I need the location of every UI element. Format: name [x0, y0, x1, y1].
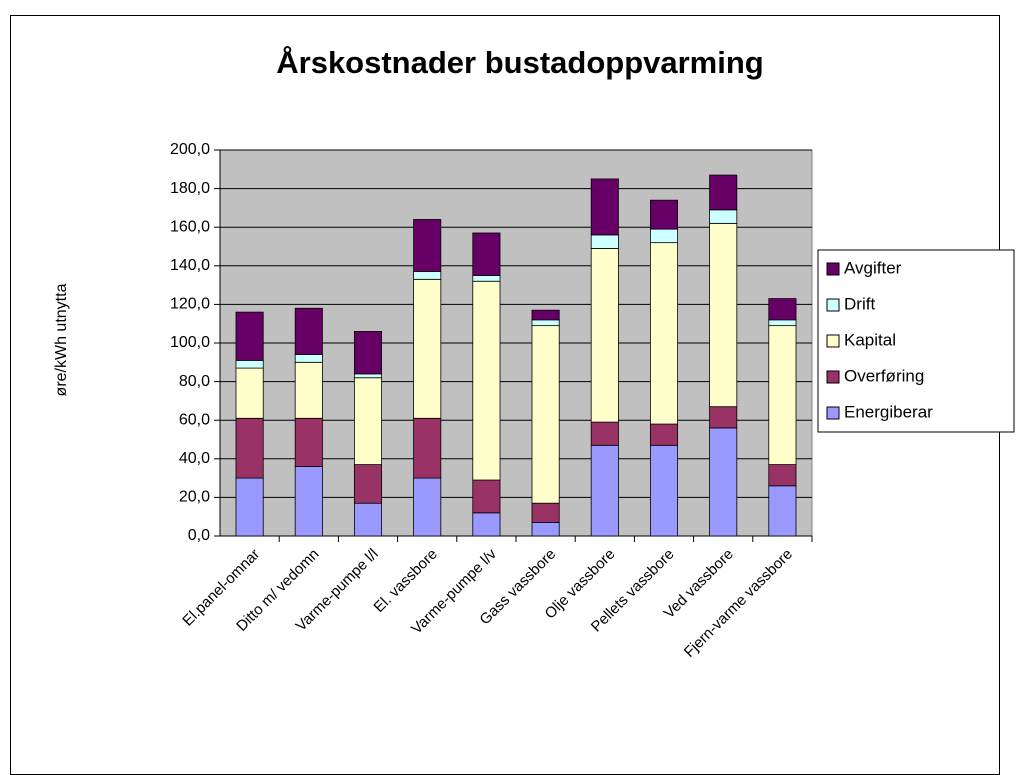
bar-segment: [294, 417, 323, 467]
bar-segment: [353, 377, 383, 465]
bar-segment: [294, 466, 323, 537]
bar-segment: [413, 219, 442, 272]
bar-segment: [235, 311, 264, 361]
bar-segment: [235, 367, 264, 419]
bar-segment: [472, 280, 501, 481]
y-tick-label: 140,0: [170, 257, 210, 274]
legend-swatch: [826, 262, 840, 276]
bar-segment: [531, 502, 560, 523]
bar-segment: [768, 298, 797, 321]
bar-segment: [413, 278, 442, 419]
bar-segment: [472, 512, 501, 537]
y-tick-label: 100,0: [170, 334, 210, 351]
bar-segment: [590, 248, 619, 423]
y-axis-label: øre/kWh utnytta: [53, 283, 70, 396]
bar-segment: [413, 477, 442, 537]
bar-segment: [472, 275, 501, 282]
bar-segment: [709, 209, 738, 224]
y-tick-label: 200,0: [170, 141, 210, 158]
bar-segment: [235, 477, 264, 537]
bar-segment: [531, 309, 560, 321]
bar-segment: [294, 361, 323, 419]
bar-segment: [413, 417, 442, 479]
bar-segment: [768, 485, 797, 537]
chart-title: Årskostnader bustadoppvarming: [276, 45, 763, 80]
bar-segment: [235, 359, 264, 369]
bar-segment: [531, 522, 560, 537]
x-tick-label: Fjern-varme vassbore: [681, 546, 796, 661]
legend-label: Overføring: [844, 366, 924, 385]
bar-segment: [353, 502, 383, 537]
bar-segment: [294, 307, 323, 355]
y-tick-label: 20,0: [179, 489, 210, 506]
y-tick-label: 40,0: [179, 450, 210, 467]
bar-segment: [531, 319, 560, 327]
y-tick-label: 80,0: [179, 373, 210, 390]
legend-label: Drift: [844, 294, 875, 313]
bar-segment: [590, 234, 619, 249]
bar-segment: [590, 444, 619, 537]
legend-label: Kapital: [844, 330, 896, 349]
bar-segment: [768, 325, 797, 465]
legend-swatch: [826, 370, 840, 384]
bar-segment: [768, 464, 797, 487]
bar-segment: [353, 331, 383, 375]
y-tick-label: 0,0: [188, 527, 210, 544]
bar-segment: [531, 325, 560, 504]
legend-label: Avgifter: [844, 258, 902, 277]
legend-swatch: [826, 298, 840, 312]
bar-segment: [649, 199, 679, 230]
bar-segment: [649, 242, 679, 425]
bar-segment: [649, 444, 679, 537]
bar-segment: [709, 174, 738, 211]
bar-segment: [768, 319, 797, 327]
bar-segment: [649, 228, 679, 244]
y-tick-label: 160,0: [170, 218, 210, 235]
bar-segment: [353, 464, 383, 504]
bar-segment: [294, 354, 323, 363]
y-tick-label: 180,0: [170, 180, 210, 197]
bar-segment: [472, 232, 501, 276]
bar-segment: [590, 421, 619, 446]
bar-segment: [235, 417, 264, 479]
y-tick-label: 120,0: [170, 296, 210, 313]
legend-swatch: [826, 334, 840, 348]
bar-segment: [709, 406, 738, 429]
bar-segment: [590, 178, 619, 236]
y-tick-label: 60,0: [179, 411, 210, 428]
legend-label: Energiberar: [844, 402, 933, 421]
bar-segment: [413, 271, 442, 280]
legend-swatch: [826, 406, 840, 420]
bar-segment: [353, 373, 383, 379]
legend-box: [817, 249, 1015, 433]
bar-segment: [709, 427, 738, 537]
bar-segment: [649, 423, 679, 446]
bar-segment: [472, 479, 501, 514]
bar-segment: [709, 222, 738, 408]
